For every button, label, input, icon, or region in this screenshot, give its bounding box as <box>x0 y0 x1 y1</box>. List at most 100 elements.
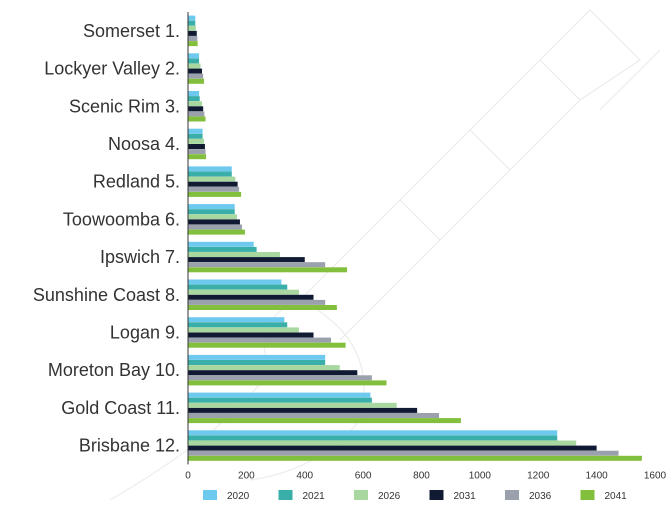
bar <box>188 176 236 182</box>
bar <box>188 144 205 149</box>
x-tick-label: 1200 <box>527 470 550 481</box>
bar <box>188 413 440 418</box>
bar <box>188 219 240 225</box>
bar <box>188 166 232 172</box>
bar <box>188 435 558 441</box>
legend-label: 2031 <box>454 491 477 502</box>
legend-swatch <box>354 490 368 500</box>
bar <box>188 25 196 31</box>
bar <box>188 58 200 64</box>
bar <box>188 257 305 263</box>
bar <box>188 279 282 285</box>
bar <box>188 73 204 79</box>
bar <box>188 327 299 333</box>
bar <box>188 133 203 139</box>
category-label: Toowoomba 6. <box>63 209 180 229</box>
bar <box>188 252 280 257</box>
x-tick-label: 200 <box>238 470 255 481</box>
category-label: Gold Coast 11. <box>61 398 180 418</box>
category-label: Moreton Bay 10. <box>48 360 180 380</box>
bar <box>188 370 358 376</box>
bar <box>188 15 196 21</box>
bar <box>188 445 597 451</box>
bar <box>188 294 314 300</box>
bar <box>188 407 418 413</box>
category-label: Sunshine Coast 8. <box>33 285 180 305</box>
legend-swatch <box>278 490 293 500</box>
bar <box>188 322 288 328</box>
bar <box>188 20 196 26</box>
bar <box>188 354 326 360</box>
bar <box>188 262 326 268</box>
bar <box>188 430 558 436</box>
bar <box>188 41 198 47</box>
bar <box>188 101 203 107</box>
legend-swatch <box>203 490 217 500</box>
bar <box>188 332 314 338</box>
legend-swatch <box>505 490 519 500</box>
bar <box>188 96 200 102</box>
legend-label: 2021 <box>303 491 326 502</box>
bar <box>188 267 348 273</box>
bar <box>188 455 642 461</box>
legend: 2020 2021 2026 2031 2036 2041 <box>203 490 627 502</box>
bar <box>188 337 332 343</box>
category-labels: Somerset 1. Lockyer Valley 2. Scenic Rim 3… <box>33 21 180 456</box>
bar <box>188 30 197 36</box>
bar <box>188 392 371 398</box>
category-label: Logan 9. <box>110 322 180 342</box>
bar <box>188 209 235 215</box>
bar <box>188 402 397 408</box>
bar <box>188 440 577 446</box>
x-tick-label: 1600 <box>644 470 667 481</box>
legend-swatch <box>580 490 595 500</box>
bar <box>188 78 205 84</box>
x-tick-label: 400 <box>296 470 313 481</box>
bar <box>188 305 337 310</box>
bar <box>188 191 242 197</box>
bar <box>188 36 198 41</box>
bar <box>188 418 461 424</box>
bar <box>188 299 326 305</box>
legend-label: 2020 <box>227 491 250 502</box>
bar <box>188 116 206 122</box>
bar <box>188 53 200 59</box>
bar <box>188 154 207 160</box>
bar <box>188 171 232 177</box>
legend-swatch <box>429 490 444 500</box>
x-tick-label: 0 <box>185 470 191 481</box>
bar <box>188 106 204 112</box>
bar <box>188 342 346 348</box>
bar <box>188 149 206 155</box>
legend-label: 2036 <box>529 491 552 502</box>
x-tick-label: 1000 <box>469 470 492 481</box>
bar <box>188 111 205 117</box>
category-label: Brisbane 12. <box>79 436 180 456</box>
bar <box>188 365 340 371</box>
category-label: Ipswich 7. <box>100 247 180 267</box>
bar <box>188 224 242 230</box>
bar <box>188 63 201 69</box>
x-tick-label: 1400 <box>586 470 609 481</box>
category-label: Noosa 4. <box>108 134 180 154</box>
category-label: Scenic Rim 3. <box>69 96 180 116</box>
category-label: Redland 5. <box>93 172 180 192</box>
bars-layer <box>188 15 642 461</box>
x-axis: 0 200 400 600 800 1000 1200 1400 1600 <box>185 12 667 481</box>
bar <box>188 380 387 386</box>
bar <box>188 289 299 295</box>
category-label: Somerset 1. <box>83 21 180 41</box>
bar <box>188 229 245 235</box>
legend-label: 2041 <box>605 491 628 502</box>
bar <box>188 397 372 403</box>
bar <box>188 214 238 220</box>
bar <box>188 128 203 134</box>
bar <box>188 360 326 365</box>
legend-label: 2026 <box>378 491 401 502</box>
bar <box>188 450 619 456</box>
bar <box>188 186 240 192</box>
bar <box>188 204 235 210</box>
bar <box>188 68 203 74</box>
bar <box>188 246 257 252</box>
